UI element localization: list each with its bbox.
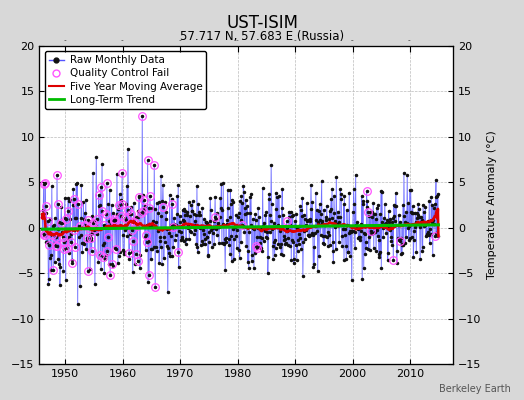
Legend: Raw Monthly Data, Quality Control Fail, Five Year Moving Average, Long-Term Tren: Raw Monthly Data, Quality Control Fail, …: [45, 51, 206, 109]
Text: 57.717 N, 57.683 E (Russia): 57.717 N, 57.683 E (Russia): [180, 30, 344, 43]
Y-axis label: Temperature Anomaly (°C): Temperature Anomaly (°C): [487, 131, 497, 279]
Text: UST-ISIM: UST-ISIM: [226, 14, 298, 32]
Text: Berkeley Earth: Berkeley Earth: [439, 384, 511, 394]
